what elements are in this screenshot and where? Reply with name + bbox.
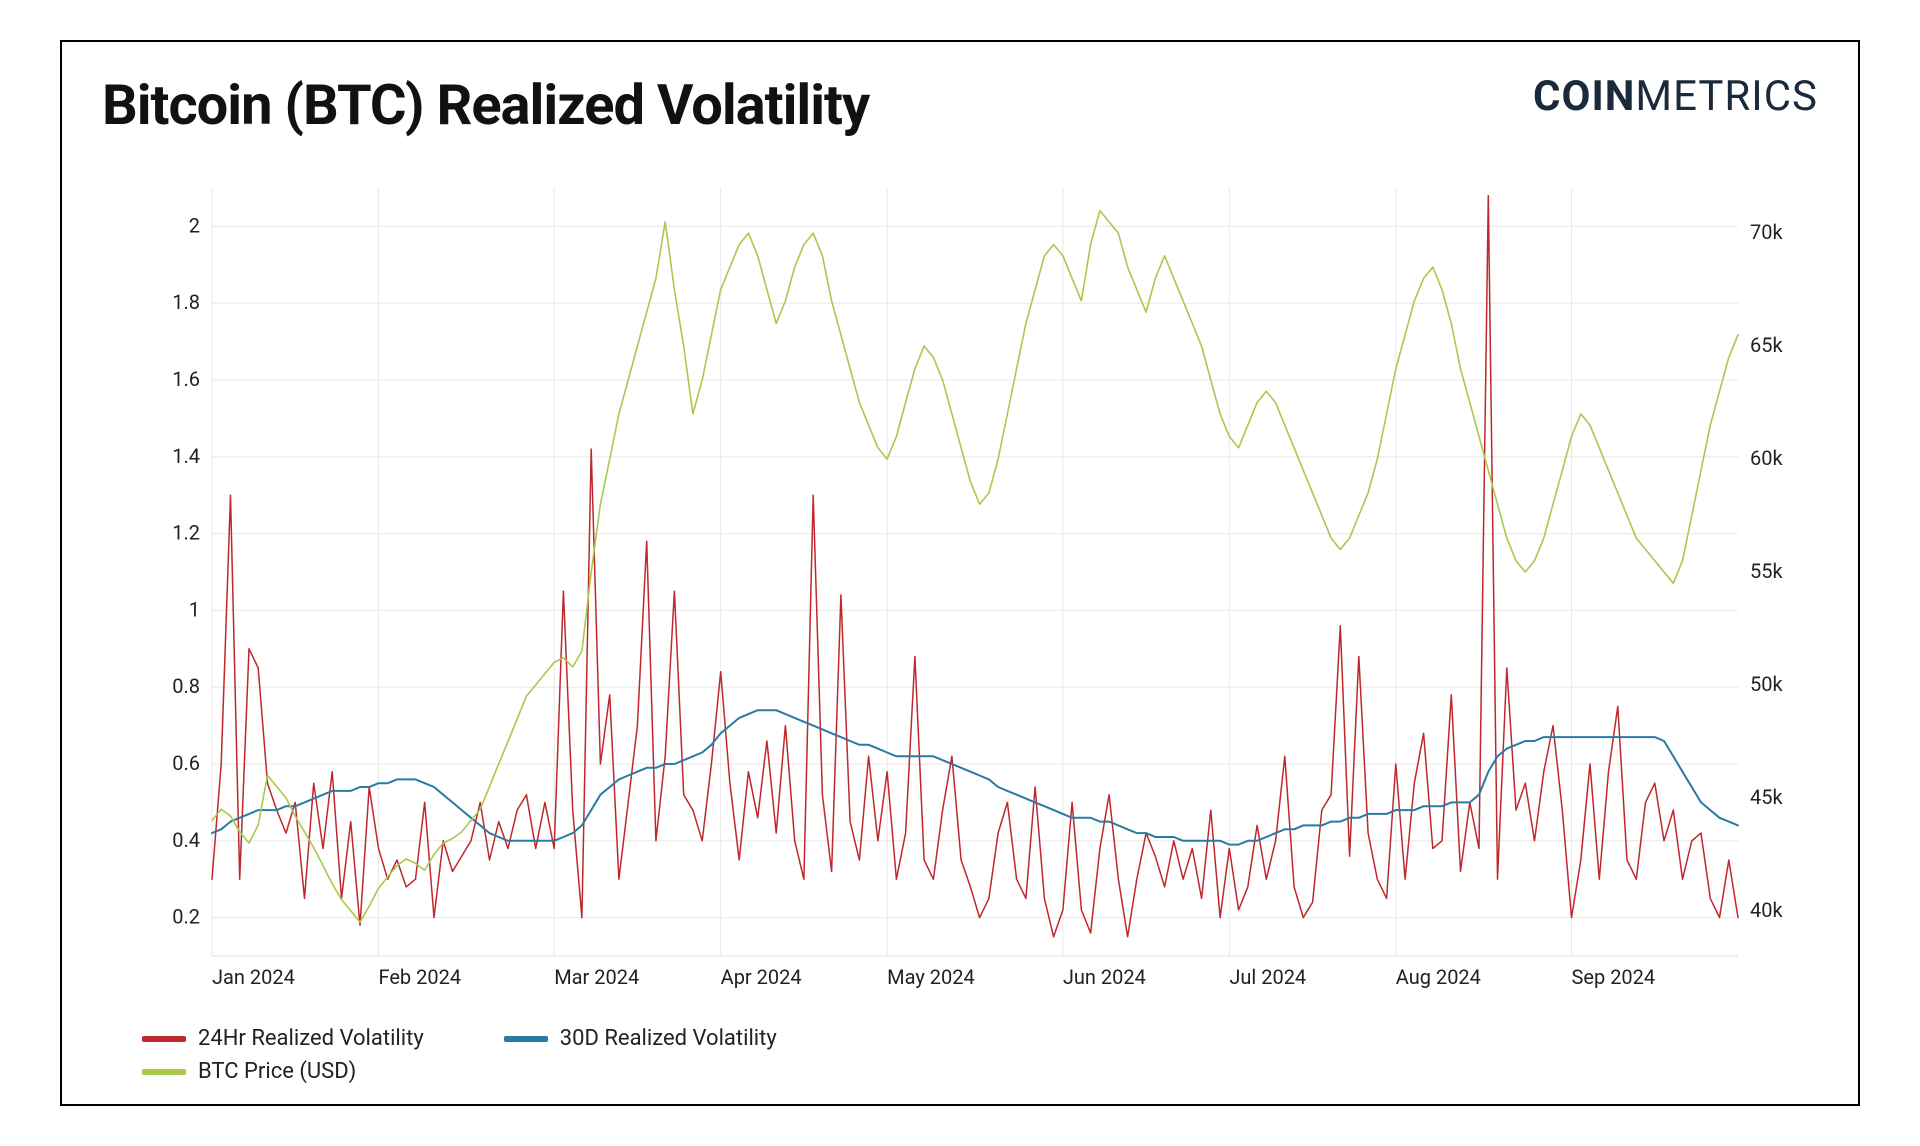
legend-swatch	[142, 1069, 186, 1075]
legend-col-2: 30D Realized Volatility	[504, 1026, 777, 1084]
svg-text:Jun 2024: Jun 2024	[1063, 965, 1146, 989]
svg-text:0.4: 0.4	[172, 828, 200, 852]
chart-title: Bitcoin (BTC) Realized Volatility	[102, 72, 869, 138]
brand-light: METRICS	[1635, 72, 1818, 121]
legend-label: 24Hr Realized Volatility	[198, 1026, 424, 1051]
svg-text:55k: 55k	[1750, 559, 1783, 583]
svg-text:1.2: 1.2	[172, 521, 200, 545]
svg-text:Mar 2024: Mar 2024	[554, 965, 639, 989]
svg-text:0.8: 0.8	[172, 674, 200, 698]
legend-label: 30D Realized Volatility	[560, 1026, 777, 1051]
svg-text:0.2: 0.2	[172, 905, 200, 929]
legend: 24Hr Realized VolatilityBTC Price (USD) …	[102, 1016, 1818, 1084]
chart-svg: 0.2 0.4 0.6 0.8 1 1.2 1.4 1.6 1.8 2 40k 45k 50k 55k 60…	[102, 138, 1818, 1016]
legend-item: 24Hr Realized Volatility	[142, 1026, 424, 1051]
page-container: Bitcoin (BTC) Realized Volatility COINME…	[0, 0, 1920, 1146]
chart-frame: Bitcoin (BTC) Realized Volatility COINME…	[60, 40, 1860, 1106]
legend-item: BTC Price (USD)	[142, 1059, 424, 1084]
svg-text:Feb 2024: Feb 2024	[378, 965, 461, 989]
legend-item: 30D Realized Volatility	[504, 1026, 777, 1051]
legend-label: BTC Price (USD)	[198, 1059, 356, 1084]
svg-text:1: 1	[189, 597, 200, 621]
svg-text:1.4: 1.4	[172, 444, 200, 468]
svg-text:1.6: 1.6	[172, 367, 200, 391]
svg-text:50k: 50k	[1750, 672, 1783, 696]
brand-logo: COINMETRICS	[1533, 72, 1818, 121]
svg-text:2: 2	[189, 213, 200, 237]
legend-col-1: 24Hr Realized Volatility BTC Price (USD)	[142, 1026, 424, 1084]
svg-text:Jan 2024: Jan 2024	[212, 965, 295, 989]
brand-bold: COIN	[1533, 72, 1635, 121]
svg-text:65k: 65k	[1750, 333, 1783, 357]
series-line	[212, 710, 1738, 844]
series-line	[212, 211, 1738, 923]
svg-text:Aug 2024: Aug 2024	[1396, 965, 1481, 989]
chart-area: 0.2 0.4 0.6 0.8 1 1.2 1.4 1.6 1.8 2 40k 45k 50k 55k 60…	[102, 138, 1818, 1016]
svg-text:Sep 2024: Sep 2024	[1572, 965, 1656, 989]
legend-swatch	[504, 1036, 548, 1042]
header: Bitcoin (BTC) Realized Volatility COINME…	[102, 72, 1818, 138]
svg-text:70k: 70k	[1750, 220, 1783, 244]
svg-text:1.8: 1.8	[172, 290, 200, 314]
svg-text:45k: 45k	[1750, 785, 1783, 809]
svg-text:Apr 2024: Apr 2024	[721, 965, 802, 989]
svg-text:May 2024: May 2024	[887, 965, 975, 989]
svg-text:0.6: 0.6	[172, 751, 200, 775]
series-line	[212, 196, 1738, 937]
svg-text:40k: 40k	[1750, 898, 1783, 922]
svg-text:60k: 60k	[1750, 446, 1783, 470]
svg-text:Jul 2024: Jul 2024	[1229, 965, 1306, 989]
legend-swatch	[142, 1036, 186, 1042]
